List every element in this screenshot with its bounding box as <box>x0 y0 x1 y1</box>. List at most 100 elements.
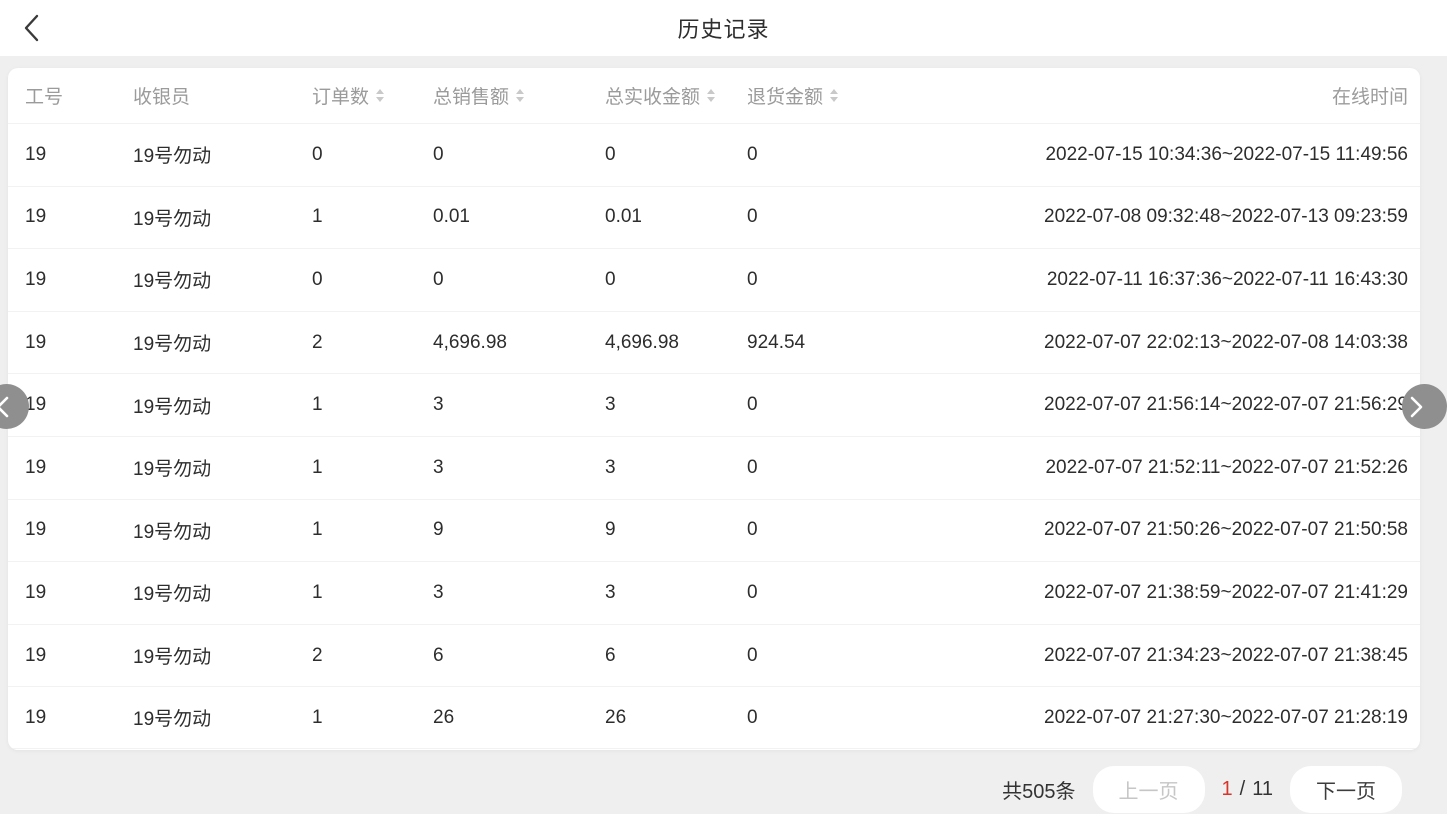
cell-online-time: 2022-07-07 21:38:59~2022-07-07 21:41:29 <box>1044 581 1408 603</box>
cell-refund-amount: 0 <box>747 206 758 228</box>
back-button[interactable] <box>8 0 56 56</box>
cell-total-received: 3 <box>605 456 616 478</box>
cell-refund-amount: 0 <box>747 456 758 478</box>
cell-cashier: 19号勿动 <box>133 208 212 230</box>
table-row[interactable]: 19 19号勿动 1 0.01 0.01 0 2022-07-08 09:32:… <box>8 185 1420 249</box>
cell-total-received: 3 <box>605 581 616 603</box>
page-title: 历史记录 <box>677 17 770 42</box>
next-page-button[interactable]: 下一页 <box>1290 765 1402 813</box>
sort-arrows-icon <box>376 89 385 102</box>
cell-total-sales: 26 <box>433 706 455 728</box>
cell-order-count: 2 <box>312 331 323 353</box>
chevron-left-icon <box>0 396 9 418</box>
topbar: 历史记录 <box>0 0 1447 56</box>
column-label: 总销售额 <box>433 87 510 108</box>
cell-order-count: 1 <box>312 206 323 228</box>
cell-refund-amount: 0 <box>747 394 758 416</box>
cell-cashier: 19号勿动 <box>133 271 212 293</box>
cell-cashier: 19号勿动 <box>133 396 212 418</box>
cell-online-time: 2022-07-07 21:52:11~2022-07-07 21:52:26 <box>1045 456 1408 478</box>
table-row[interactable]: 19 19号勿动 1 26 26 0 2022-07-07 21:27:30~2… <box>8 686 1420 749</box>
column-header-total-sales[interactable]: 总销售额 <box>433 82 605 109</box>
cell-refund-amount: 0 <box>747 581 758 603</box>
prev-page-button[interactable]: 上一页 <box>1092 765 1205 813</box>
cell-refund-amount: 0 <box>747 143 758 165</box>
cell-order-count: 0 <box>312 143 323 165</box>
cell-employee-id: 19 <box>25 268 47 290</box>
cell-online-time: 2022-07-07 21:27:30~2022-07-07 21:28:19 <box>1044 706 1408 728</box>
page-indicator: 1 / 11 <box>1222 778 1273 801</box>
table-row[interactable]: 19 19号勿动 2 6 6 0 2022-07-07 21:34:23~202… <box>8 623 1420 687</box>
table-row[interactable]: 19 19号勿动 1 3 3 0 2022-07-07 21:56:14~202… <box>8 373 1420 436</box>
cell-employee-id: 19 <box>25 143 47 165</box>
table-row[interactable]: 19 19号勿动 2 4,696.98 4,696.98 924.54 2022… <box>8 310 1420 374</box>
cell-total-received: 6 <box>605 644 616 666</box>
column-header-online-time: 在线时间 <box>907 82 1408 109</box>
table-row[interactable]: 19 19号勿动 1 9 9 0 2022-07-07 21:50:26~202… <box>8 498 1420 562</box>
column-label: 总实收金额 <box>605 87 701 108</box>
column-label: 订单数 <box>312 87 370 108</box>
cell-refund-amount: 924.54 <box>747 331 806 353</box>
table-body: 19 19号勿动 0 0 0 0 2022-07-15 10:34:36~202… <box>8 123 1420 749</box>
cell-order-count: 0 <box>312 268 323 290</box>
cell-cashier: 19号勿动 <box>133 584 212 606</box>
cell-refund-amount: 0 <box>747 706 758 728</box>
cell-online-time: 2022-07-07 22:02:13~2022-07-08 14:03:38 <box>1044 331 1408 353</box>
cell-order-count: 1 <box>312 519 323 541</box>
sort-arrows-icon <box>707 89 716 102</box>
table-row[interactable]: 19 19号勿动 0 0 0 0 2022-07-11 16:37:36~202… <box>8 248 1420 311</box>
pagination-bar: 共505条 上一页 1 / 11 下一页 <box>0 764 1402 814</box>
cell-cashier: 19号勿动 <box>133 146 212 168</box>
cell-total-received: 0 <box>605 143 616 165</box>
cell-employee-id: 19 <box>25 706 47 728</box>
cell-cashier: 19号勿动 <box>133 334 212 356</box>
cell-cashier: 19号勿动 <box>133 459 212 481</box>
cell-employee-id: 19 <box>25 331 47 353</box>
cell-total-sales: 3 <box>433 394 444 416</box>
cell-total-received: 26 <box>605 706 627 728</box>
chevron-left-icon <box>22 13 42 43</box>
column-header-employee-id: 工号 <box>25 82 133 109</box>
column-header-order-count[interactable]: 订单数 <box>312 82 433 109</box>
table-header-row: 工号 收银员 订单数 总销售额 总实收金额 退货金额 在线时间 <box>8 68 1420 123</box>
cell-online-time: 2022-07-07 21:34:23~2022-07-07 21:38:45 <box>1044 644 1408 666</box>
cell-total-received: 9 <box>605 519 616 541</box>
cell-total-received: 0 <box>605 268 616 290</box>
cell-online-time: 2022-07-08 09:32:48~2022-07-13 09:23:59 <box>1044 206 1408 228</box>
cell-cashier: 19号勿动 <box>133 647 212 669</box>
cell-online-time: 2022-07-07 21:56:14~2022-07-07 21:56:29 <box>1044 394 1408 416</box>
cell-employee-id: 19 <box>25 206 47 228</box>
table-row[interactable]: 19 19号勿动 1 3 3 0 2022-07-07 21:52:11~202… <box>8 435 1420 499</box>
table-row[interactable]: 19 19号勿动 0 0 0 0 2022-07-15 10:34:36~202… <box>8 123 1420 186</box>
cell-total-sales: 0.01 <box>433 206 470 228</box>
column-header-refund-amount[interactable]: 退货金额 <box>747 82 907 109</box>
cell-online-time: 2022-07-15 10:34:36~2022-07-15 11:49:56 <box>1045 143 1408 165</box>
cell-order-count: 1 <box>312 456 323 478</box>
cell-order-count: 1 <box>312 394 323 416</box>
chevron-right-icon <box>1410 396 1423 418</box>
column-header-total-received[interactable]: 总实收金额 <box>605 82 747 109</box>
cell-employee-id: 19 <box>25 394 47 416</box>
cell-refund-amount: 0 <box>747 519 758 541</box>
sort-arrows-icon <box>516 89 525 102</box>
cell-online-time: 2022-07-07 21:50:26~2022-07-07 21:50:58 <box>1044 519 1408 541</box>
table-row[interactable]: 19 19号勿动 1 3 3 0 2022-07-07 21:38:59~202… <box>8 561 1420 624</box>
cell-total-sales: 6 <box>433 644 444 666</box>
cell-refund-amount: 0 <box>747 644 758 666</box>
cell-total-received: 0.01 <box>605 206 642 228</box>
column-label: 收银员 <box>133 87 191 108</box>
cell-refund-amount: 0 <box>747 268 758 290</box>
records-card: 工号 收银员 订单数 总销售额 总实收金额 退货金额 在线时间 19 19号勿动… <box>8 68 1420 750</box>
column-header-cashier: 收银员 <box>133 82 312 109</box>
cell-total-sales: 3 <box>433 456 444 478</box>
cell-total-received: 4,696.98 <box>605 331 679 353</box>
cell-cashier: 19号勿动 <box>133 521 212 543</box>
cell-total-sales: 4,696.98 <box>433 331 507 353</box>
cell-order-count: 2 <box>312 644 323 666</box>
carousel-next-button[interactable] <box>1402 384 1447 429</box>
cell-total-received: 3 <box>605 394 616 416</box>
cell-order-count: 1 <box>312 581 323 603</box>
cell-total-sales: 0 <box>433 143 444 165</box>
page-separator: / <box>1239 777 1246 800</box>
current-page: 1 <box>1221 777 1233 800</box>
